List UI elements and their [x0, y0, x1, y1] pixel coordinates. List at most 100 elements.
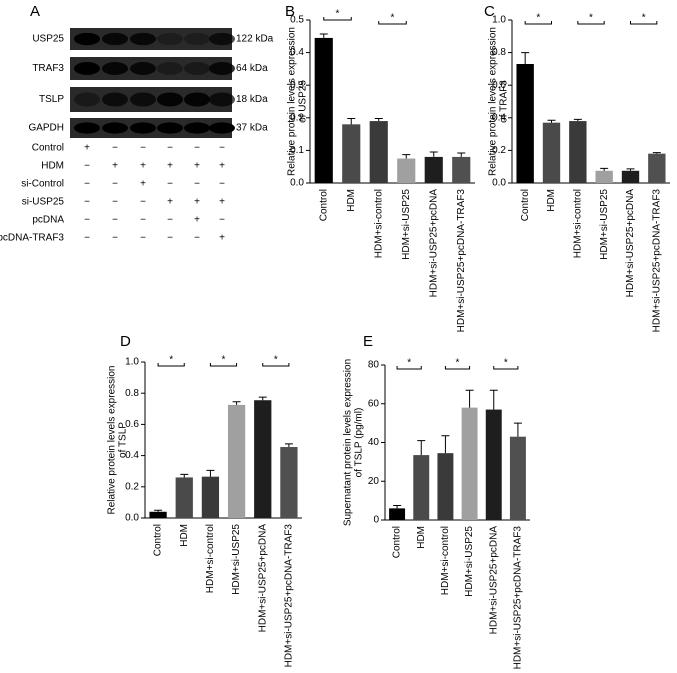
bar — [227, 404, 246, 518]
treatment-sign: + — [219, 161, 225, 172]
bar — [648, 153, 666, 183]
treatment-sign: − — [167, 233, 173, 244]
significance-label: * — [504, 358, 508, 369]
treatment-sign: − — [219, 215, 225, 226]
blot-band — [209, 92, 235, 107]
treatment-sign: + — [219, 197, 225, 208]
treatment-sign: + — [194, 215, 200, 226]
error-bar — [652, 152, 661, 154]
error-bar — [417, 440, 426, 456]
x-tick-label: Control — [153, 524, 164, 556]
y-tick-label: 0.4 — [290, 47, 304, 58]
y-tick-label: 0.8 — [125, 388, 139, 399]
y-tick-label: 0.0 — [125, 513, 139, 524]
blot-band — [74, 32, 100, 46]
blot-band — [102, 122, 128, 134]
y-tick-label: 0.6 — [492, 80, 506, 91]
bar — [461, 407, 478, 520]
blot-band — [184, 122, 210, 134]
significance-bracket — [493, 366, 519, 370]
x-tick-label: HDM+si-control — [572, 189, 583, 258]
treatment-sign: − — [194, 143, 200, 154]
error-bar — [441, 435, 450, 454]
bar — [542, 122, 561, 183]
significance-label: * — [407, 358, 411, 369]
error-bar — [206, 469, 215, 477]
y-tick-label: 0.4 — [125, 450, 139, 461]
bar — [369, 121, 388, 183]
treatment-sign: − — [167, 179, 173, 190]
significance-bracket — [630, 21, 658, 25]
blot-band — [102, 32, 128, 46]
significance-label: * — [536, 13, 540, 24]
x-tick-label: HDM+si-control — [373, 189, 384, 258]
error-bar — [429, 151, 438, 157]
y-axis-label: Relative protein levels expression — [488, 27, 499, 176]
treatment-sign: − — [84, 215, 90, 226]
bar — [569, 121, 587, 183]
bar — [280, 447, 298, 518]
blot-band — [74, 92, 100, 107]
error-bar — [489, 389, 498, 410]
y-axis-label: of TSLP — [118, 422, 129, 458]
significance-bracket — [157, 363, 185, 367]
bar — [175, 477, 193, 518]
treatment-name: pcDNA — [32, 215, 64, 226]
blot-band — [130, 122, 156, 134]
bar — [201, 476, 220, 518]
error-bar — [393, 504, 402, 509]
blot-band — [157, 122, 183, 134]
x-tick-label: HDM+si-USP25+pcDNA — [488, 526, 499, 635]
x-tick-label: HDM+si-USP25 — [401, 189, 412, 260]
y-tick-label: 0.0 — [492, 178, 506, 189]
treatment-sign: − — [84, 179, 90, 190]
y-tick-label: 0.3 — [290, 80, 304, 91]
bar — [389, 508, 406, 520]
treatment-sign: − — [167, 143, 173, 154]
blot-band — [130, 92, 156, 107]
y-tick-label: 1.0 — [492, 15, 506, 26]
bar — [413, 455, 430, 520]
treatment-sign: − — [112, 179, 118, 190]
panel-letter: A — [30, 3, 40, 20]
treatment-sign: + — [167, 161, 173, 172]
y-tick-label: 0.6 — [125, 419, 139, 430]
significance-label: * — [391, 13, 395, 24]
significance-bracket — [262, 363, 290, 367]
error-bar — [284, 443, 293, 448]
band-size: 37 kDa — [236, 123, 268, 134]
y-axis-label: Relative protein levels expression — [287, 27, 298, 176]
bar — [509, 436, 526, 520]
error-bar — [319, 33, 328, 38]
x-tick-label: HDM+si-USP25+pcDNA — [625, 189, 636, 298]
treatment-name: si-USP25 — [22, 197, 65, 208]
x-tick-label: HDM+si-USP25+pcDNA-TRAF3 — [456, 189, 467, 333]
treatment-sign: − — [84, 197, 90, 208]
error-bar — [465, 389, 474, 408]
significance-bracket — [323, 17, 352, 21]
bar — [424, 156, 443, 183]
significance-bracket — [524, 21, 552, 25]
significance-label: * — [274, 355, 278, 366]
blot-band — [102, 62, 128, 75]
blot-band — [130, 32, 156, 46]
y-axis-label: of TRAF3 — [499, 80, 510, 123]
significance-label: * — [642, 13, 646, 24]
treatment-sign: + — [140, 161, 146, 172]
y-tick-label: 0.1 — [290, 145, 304, 156]
panel-letter: E — [363, 333, 373, 350]
band-size: 122 kDa — [236, 34, 274, 45]
bar — [485, 409, 502, 520]
x-tick-label: HDM+si-USP25 — [599, 189, 610, 260]
y-tick-label: 0.8 — [492, 47, 506, 58]
x-tick-label: Control — [392, 526, 403, 558]
band-name: TRAF3 — [32, 63, 64, 74]
treatment-name: si-Control — [21, 179, 64, 190]
x-tick-label: HDM+si-control — [440, 526, 451, 595]
x-tick-label: Control — [520, 189, 531, 221]
panel-letter: B — [285, 3, 295, 20]
treatment-sign: − — [194, 233, 200, 244]
blot-band — [184, 92, 210, 107]
significance-bracket — [396, 366, 422, 370]
